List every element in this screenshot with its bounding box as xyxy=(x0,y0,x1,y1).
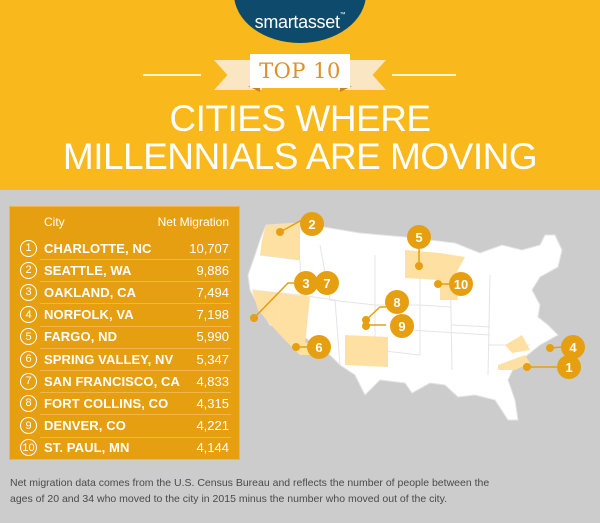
state-colorado xyxy=(345,335,388,367)
row-divider xyxy=(40,347,231,349)
map-marker-6-label: 6 xyxy=(315,340,322,355)
brand-name: smartasset xyxy=(254,12,340,32)
page-title: CITIES WHERE MILLENNIALS ARE MOVING xyxy=(0,100,600,176)
map-marker-7[interactable] xyxy=(315,271,339,295)
footnote-line-2: ages of 20 and 34 who moved to the city … xyxy=(10,493,447,505)
rank-badge: 1 xyxy=(20,239,37,257)
table-row: 5 FARGO, ND 5,990 xyxy=(10,326,239,349)
title-line-1: CITIES WHERE xyxy=(169,98,431,139)
city-name: NORFOLK, VA xyxy=(44,307,134,323)
city-name: SAN FRANCISCO, CA xyxy=(44,373,181,389)
top10-ribbon: TOP 10 xyxy=(250,54,350,88)
row-divider xyxy=(40,414,231,416)
map-markers: 2 5 3 7 10 8 9 6 4 1 xyxy=(250,212,585,379)
table-row: 1 CHARLOTTE, NC 10,707 xyxy=(10,237,239,260)
table-header: City Net Migration xyxy=(10,215,239,233)
map-marker-1[interactable] xyxy=(557,355,581,379)
row-divider xyxy=(40,436,231,438)
decorative-line-left xyxy=(143,74,201,76)
map-marker-6[interactable] xyxy=(307,335,331,359)
us-map: 2 5 3 7 10 8 9 6 4 1 xyxy=(247,212,585,421)
row-divider xyxy=(40,259,231,260)
rank-badge: 8 xyxy=(20,394,37,412)
row-divider xyxy=(40,303,231,305)
map-marker-10[interactable] xyxy=(449,272,473,296)
header-banner: smartasset™ TOP 10 CITIES WHERE MILLENNI… xyxy=(0,0,600,190)
footnote-line-1: Net migration data comes from the U.S. C… xyxy=(10,477,490,489)
map-marker-9[interactable] xyxy=(390,314,414,338)
table-row: 9 DENVER, CO 4,221 xyxy=(10,415,239,438)
rank-badge: 3 xyxy=(20,283,37,301)
city-name: SEATTLE, WA xyxy=(44,262,132,278)
map-marker-4-label: 4 xyxy=(569,340,577,355)
rank-badge: 6 xyxy=(20,350,37,368)
table-row: 7 SAN FRANCISCO, CA 4,833 xyxy=(10,370,239,394)
table-row: 6 SPRING VALLEY, NV 5,347 xyxy=(10,348,239,371)
map-marker-4[interactable] xyxy=(561,335,585,359)
rank-badge: 5 xyxy=(20,328,37,346)
map-marker-3[interactable] xyxy=(294,271,318,295)
table-row: 4 NORFOLK, VA 7,198 xyxy=(10,304,239,327)
map-marker-2[interactable] xyxy=(300,212,324,236)
net-migration-value: 7,198 xyxy=(196,307,229,323)
column-header-city: City xyxy=(44,215,65,229)
state-california xyxy=(252,290,322,355)
city-name: FORT COLLINS, CO xyxy=(44,395,169,411)
row-divider xyxy=(40,370,231,371)
map-marker-2-label: 2 xyxy=(308,217,315,232)
row-divider xyxy=(40,281,231,283)
net-migration-value: 4,221 xyxy=(196,418,229,434)
rank-badge: 7 xyxy=(20,372,37,390)
net-migration-value: 5,347 xyxy=(196,351,229,367)
map-marker-3-label: 3 xyxy=(302,276,309,291)
net-migration-value: 7,494 xyxy=(196,284,229,300)
rank-badge: 9 xyxy=(20,417,37,435)
footnote: Net migration data comes from the U.S. C… xyxy=(10,475,590,507)
table-row: 10 ST. PAUL, MN 4,144 xyxy=(10,437,239,459)
ribbon-fold-right xyxy=(340,86,352,92)
net-migration-value: 4,144 xyxy=(196,440,229,456)
table-row: 2 SEATTLE, WA 9,886 xyxy=(10,259,239,283)
city-name: SPRING VALLEY, NV xyxy=(44,351,174,367)
net-migration-value: 10,707 xyxy=(189,240,229,256)
rank-badge: 10 xyxy=(20,439,37,457)
city-name: OAKLAND, CA xyxy=(44,284,137,300)
map-marker-8[interactable] xyxy=(385,290,409,314)
state-washington xyxy=(260,223,300,260)
row-divider xyxy=(40,392,231,394)
brand-logo: smartasset™ xyxy=(0,12,600,33)
rankings-table: City Net Migration 1 CHARLOTTE, NC 10,707 2… xyxy=(9,206,240,460)
map-marker-7-label: 7 xyxy=(323,276,330,291)
net-migration-value: 4,833 xyxy=(196,373,229,389)
rank-badge: 2 xyxy=(20,261,37,279)
column-header-net-migration: Net Migration xyxy=(157,215,229,229)
city-name: DENVER, CO xyxy=(44,418,126,434)
map-marker-9-label: 9 xyxy=(398,319,405,334)
map-marker-5-label: 5 xyxy=(415,230,422,245)
map-marker-5[interactable] xyxy=(407,225,431,249)
state-nevada xyxy=(278,293,310,345)
state-virginia xyxy=(505,335,530,353)
city-name: CHARLOTTE, NC xyxy=(44,240,152,256)
title-line-2: MILLENNIALS ARE MOVING xyxy=(62,136,538,177)
map-marker-10-label: 10 xyxy=(454,277,468,292)
row-divider xyxy=(40,325,231,327)
map-marker-8-label: 8 xyxy=(393,295,400,310)
city-name: ST. PAUL, MN xyxy=(44,440,130,456)
map-marker-1-label: 1 xyxy=(565,360,572,375)
trademark-symbol: ™ xyxy=(339,12,346,18)
net-migration-value: 4,315 xyxy=(196,395,229,411)
rank-badge: 4 xyxy=(20,306,37,324)
ribbon-fold-left xyxy=(248,86,260,92)
net-migration-value: 9,886 xyxy=(196,262,229,278)
ribbon-label: TOP 10 xyxy=(259,59,341,83)
table-row: 3 OAKLAND, CA 7,494 xyxy=(10,281,239,305)
net-migration-value: 5,990 xyxy=(196,329,229,345)
state-north-carolina xyxy=(498,355,530,370)
decorative-line-right xyxy=(392,74,456,76)
table-row: 8 FORT COLLINS, CO 4,315 xyxy=(10,392,239,416)
city-name: FARGO, ND xyxy=(44,329,118,345)
